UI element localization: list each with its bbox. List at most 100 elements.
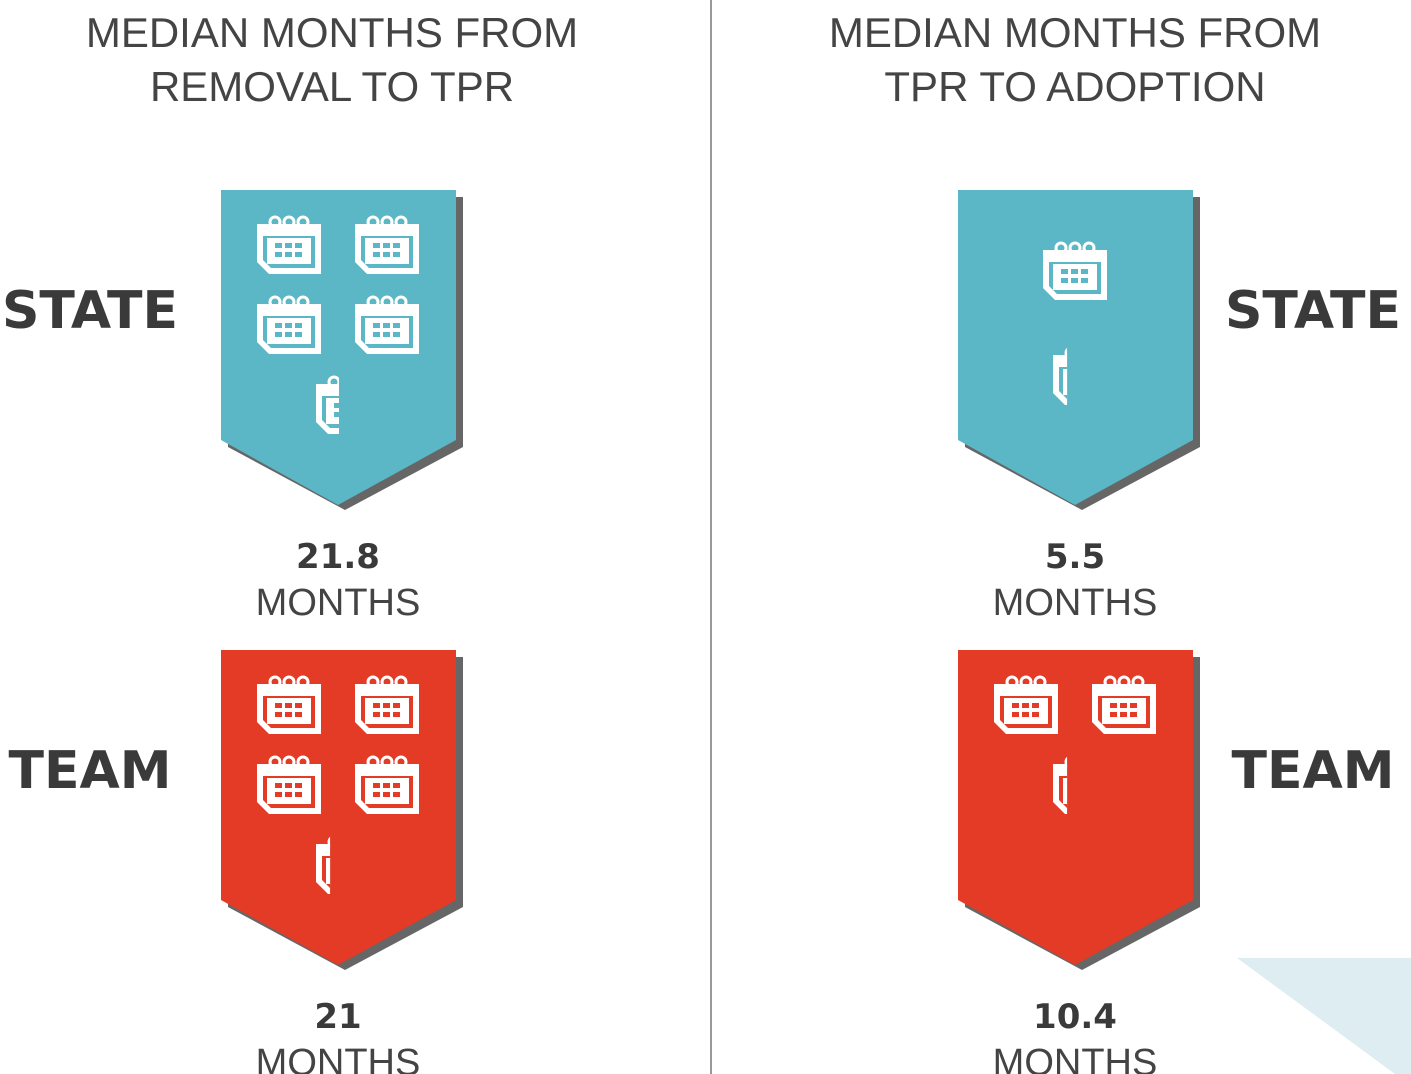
icon-cell bbox=[285, 783, 292, 788]
icon-cell bbox=[1022, 703, 1029, 708]
icon-ring bbox=[268, 215, 282, 229]
icon-cell bbox=[334, 403, 340, 408]
icon-ring bbox=[282, 295, 296, 309]
icon-ring bbox=[366, 755, 380, 769]
icon-ring bbox=[394, 755, 408, 769]
icon-cell bbox=[275, 243, 282, 248]
icon-cell bbox=[1110, 712, 1117, 717]
icon-ring bbox=[380, 755, 394, 769]
icon-inner-page bbox=[365, 318, 409, 344]
icon-ring bbox=[394, 215, 408, 229]
calendar-icon bbox=[355, 675, 419, 734]
calendar-icon bbox=[1053, 756, 1068, 814]
icon-inner-page bbox=[267, 698, 311, 724]
icon-ring bbox=[296, 675, 310, 689]
icon-cell bbox=[275, 252, 282, 257]
icon-cell bbox=[1071, 278, 1078, 283]
icon-cell bbox=[393, 252, 400, 257]
icon-ring bbox=[296, 755, 310, 769]
calendar-icon bbox=[355, 755, 419, 814]
icon-ring bbox=[268, 755, 282, 769]
icon-cell bbox=[295, 783, 302, 788]
icon-ring bbox=[1019, 675, 1033, 689]
icon-cell bbox=[285, 712, 292, 717]
icon-cell bbox=[334, 412, 340, 417]
icon-ring bbox=[296, 215, 310, 229]
icon-cell bbox=[1120, 712, 1127, 717]
value: 21 bbox=[314, 997, 361, 1037]
icon-cell bbox=[1022, 712, 1029, 717]
icon-cell bbox=[1120, 703, 1127, 708]
icon-cell bbox=[285, 332, 292, 337]
icon-cell bbox=[383, 252, 390, 257]
icon-inner-page bbox=[1102, 698, 1146, 724]
icon-ring bbox=[380, 675, 394, 689]
calendar-icon bbox=[257, 755, 321, 814]
icon-inner-page bbox=[365, 238, 409, 264]
icon-cell bbox=[373, 783, 380, 788]
icon-inner-page bbox=[267, 318, 311, 344]
group-label: TEAM bbox=[1232, 741, 1395, 801]
icon-cell bbox=[1130, 703, 1137, 708]
icon-cell bbox=[1071, 269, 1078, 274]
calendar-icon bbox=[1053, 347, 1068, 405]
icon-ring bbox=[1054, 241, 1068, 255]
icon-ring bbox=[1005, 675, 1019, 689]
icon-cell bbox=[393, 792, 400, 797]
unit: MONTHS bbox=[256, 1042, 421, 1074]
icon-cell bbox=[285, 252, 292, 257]
icon-cell bbox=[373, 332, 380, 337]
icon-cell bbox=[295, 252, 302, 257]
icon-cell bbox=[1081, 278, 1088, 283]
panel-title: MEDIAN MONTHS FROM bbox=[829, 9, 1321, 56]
icon-ring bbox=[1033, 675, 1047, 689]
calendar-icon bbox=[355, 295, 419, 354]
icon-ring bbox=[1068, 241, 1082, 255]
icon-cell bbox=[1081, 269, 1088, 274]
icon-cell bbox=[393, 712, 400, 717]
icon-cell bbox=[1110, 703, 1117, 708]
icon-cell bbox=[373, 703, 380, 708]
icon-cell bbox=[285, 703, 292, 708]
icon-ring bbox=[380, 215, 394, 229]
icon-inner-page bbox=[1063, 778, 1068, 804]
icon-cell bbox=[275, 712, 282, 717]
icon-ring bbox=[282, 675, 296, 689]
value: 21.8 bbox=[296, 537, 380, 577]
icon-cell bbox=[285, 792, 292, 797]
calendar-icon bbox=[257, 675, 321, 734]
icon-ring bbox=[1064, 756, 1068, 768]
icon-cell bbox=[383, 332, 390, 337]
icon-cell bbox=[383, 703, 390, 708]
group-label: STATE bbox=[2, 281, 178, 341]
icon-ring bbox=[394, 295, 408, 309]
icon-ring bbox=[1064, 347, 1068, 359]
icon-inner-page bbox=[1004, 698, 1048, 724]
panel-title: MEDIAN MONTHS FROM bbox=[86, 9, 578, 56]
icon-cell bbox=[295, 703, 302, 708]
icon-ring bbox=[366, 675, 380, 689]
icon-inner-page bbox=[365, 778, 409, 804]
icon-cell bbox=[275, 703, 282, 708]
icon-inner-page bbox=[1063, 369, 1068, 395]
icon-cell bbox=[383, 712, 390, 717]
calendar-icon bbox=[257, 295, 321, 354]
panel-title: REMOVAL TO TPR bbox=[150, 63, 514, 110]
icon-cell bbox=[295, 323, 302, 328]
group-label: TEAM bbox=[9, 741, 172, 801]
icon-ring bbox=[1103, 675, 1117, 689]
icon-cell bbox=[275, 332, 282, 337]
icon-cell bbox=[1012, 703, 1019, 708]
icon-cell bbox=[1012, 712, 1019, 717]
icon-ring bbox=[327, 836, 331, 848]
group-label: STATE bbox=[1225, 281, 1401, 341]
icon-inner-page bbox=[1053, 264, 1097, 290]
calendar-icon bbox=[316, 375, 340, 434]
calendar-icon bbox=[355, 215, 419, 274]
icon-cell bbox=[383, 243, 390, 248]
icon-cell bbox=[275, 792, 282, 797]
icon-cell bbox=[295, 332, 302, 337]
icon-cell bbox=[295, 243, 302, 248]
icon-ring bbox=[268, 295, 282, 309]
icon-cell bbox=[373, 712, 380, 717]
